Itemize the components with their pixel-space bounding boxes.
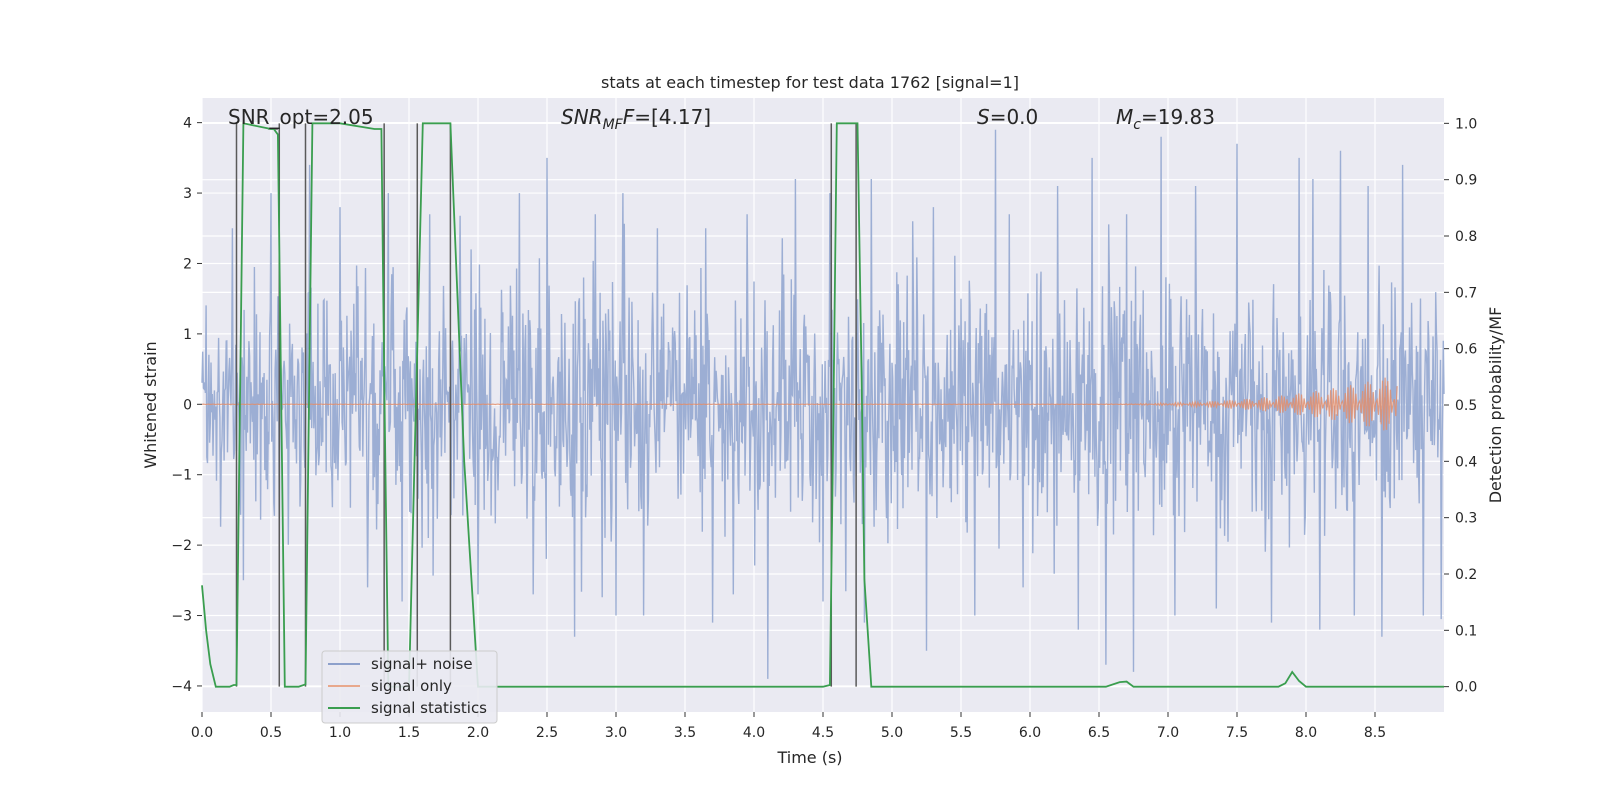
x-tick-label-7: 3.5 — [674, 725, 696, 741]
x-tick-label-1: 0.5 — [260, 725, 282, 741]
x-tick-label-2: 1.0 — [329, 725, 351, 741]
y-left-tick-label-2: 2 — [183, 256, 192, 272]
y-left-tick-label-6: −2 — [171, 538, 192, 554]
legend: signal+ noise signal only signal statist… — [321, 650, 498, 724]
x-tick-label-10: 5.0 — [881, 725, 903, 741]
series-signal-statistics — [201, 122, 1444, 688]
x-tick-label-5: 2.5 — [536, 725, 558, 741]
y-axis-label-left: Whitened strain — [141, 341, 160, 468]
y-left-tick-label-1: 3 — [183, 186, 192, 202]
annotation-snr-mf: SNRMFF=[4.17] — [561, 105, 711, 133]
x-tick-label-17: 8.5 — [1364, 725, 1386, 741]
y-right-tick-label-3: 0.7 — [1455, 285, 1477, 301]
x-tick-label-3: 1.5 — [398, 725, 420, 741]
x-tick-label-14: 7.0 — [1157, 725, 1179, 741]
annotation-mc-label: M — [1116, 105, 1133, 129]
x-tick-label-13: 6.5 — [1088, 725, 1110, 741]
annotation-snr-mf-label: SNR — [561, 105, 603, 129]
signal-noise-line — [201, 129, 1445, 679]
chart-title: stats at each timestep for test data 176… — [601, 73, 1019, 92]
axis-ticks: 0.0 0.5 1.0 1.5 2.0 2.5 3.0 3.5 4.0 4.5 5.0 5.5 6.0 6… — [171, 116, 1477, 741]
y-right-tick-label-0: 1.0 — [1455, 116, 1477, 132]
signal-statistics-line — [201, 122, 1444, 688]
x-tick-label-0: 0.0 — [191, 725, 213, 741]
y-left-tick-label-3: 1 — [183, 327, 192, 343]
y-axis-label-right: Detection probability/MF — [1486, 307, 1505, 504]
y-left-tick-label-5: −1 — [171, 468, 192, 484]
y-left-tick-label-8: −4 — [171, 679, 192, 695]
y-right-tick-label-4: 0.6 — [1455, 342, 1477, 358]
x-tick-label-4: 2.0 — [467, 725, 489, 741]
legend-box — [321, 650, 498, 724]
y-right-tick-label-1: 0.9 — [1455, 173, 1477, 189]
legend-label-noise: signal+ noise — [371, 655, 473, 673]
x-tick-label-15: 7.5 — [1226, 725, 1248, 741]
annotation-s-label: S — [977, 105, 990, 129]
y-right-tick-label-9: 0.1 — [1455, 623, 1477, 639]
series-signal-noise — [201, 129, 1445, 679]
legend-label-signal: signal only — [371, 677, 452, 695]
x-tick-label-8: 4.0 — [743, 725, 765, 741]
signal-only-line — [201, 377, 1398, 431]
x-tick-label-16: 8.0 — [1295, 725, 1317, 741]
x-tick-label-6: 3.0 — [605, 725, 627, 741]
y-left-tick-label-4: 0 — [183, 397, 192, 413]
annotation-s-value: =0.0 — [990, 105, 1039, 129]
y-right-tick-label-6: 0.4 — [1455, 454, 1477, 470]
x-tick-label-11: 5.5 — [950, 725, 972, 741]
y-left-tick-label-0: 4 — [183, 116, 192, 132]
y-right-tick-label-2: 0.8 — [1455, 229, 1477, 245]
annotation-s: S=0.0 — [977, 105, 1038, 129]
annotation-mc: Mc=19.83 — [1116, 105, 1215, 133]
x-axis-label: Time (s) — [776, 748, 842, 767]
annotation-snr-mf-value: =[4.17] — [634, 105, 711, 129]
annotation-snr-opt: SNR_opt=2.05 — [228, 105, 374, 129]
y-right-tick-label-5: 0.5 — [1455, 398, 1477, 414]
y-right-tick-label-8: 0.2 — [1455, 567, 1477, 583]
y-right-tick-label-10: 0.0 — [1455, 680, 1477, 696]
x-tick-label-12: 6.0 — [1019, 725, 1041, 741]
annotation-mc-value: =19.83 — [1141, 105, 1215, 129]
y-left-tick-label-7: −3 — [171, 609, 192, 625]
annotation-snr-mf-sub: MF — [603, 117, 624, 133]
legend-label-stats: signal statistics — [371, 699, 487, 717]
y-right-tick-label-7: 0.3 — [1455, 511, 1477, 527]
series-signal-only — [201, 377, 1398, 431]
annotation-mc-sub: c — [1133, 117, 1141, 133]
x-tick-label-9: 4.5 — [812, 725, 834, 741]
annotation-snr-mf-f: F — [623, 105, 635, 129]
